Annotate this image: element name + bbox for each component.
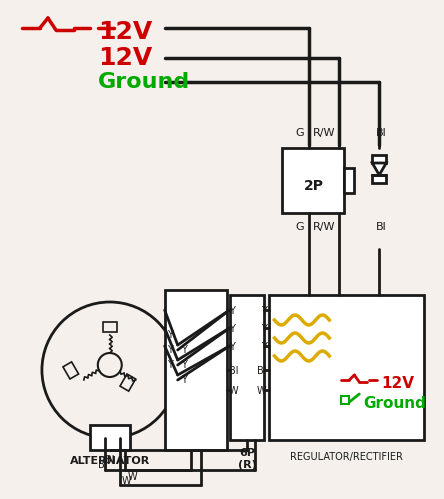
Bar [120, 374, 135, 391]
Text: G: G [295, 222, 304, 232]
Text: Ground: Ground [363, 396, 426, 411]
Text: 12V: 12V [98, 46, 152, 70]
Text: Bl: Bl [376, 128, 387, 138]
Bar [165, 290, 226, 450]
Bar [341, 396, 349, 404]
Text: Ground: Ground [98, 72, 190, 92]
Bar [90, 425, 130, 450]
Bar [230, 295, 265, 440]
Polygon shape [372, 163, 386, 175]
Bar [63, 362, 79, 379]
Text: 2P: 2P [303, 179, 323, 193]
Text: W: W [122, 476, 131, 486]
Bar [270, 295, 424, 440]
Text: R/W: R/W [313, 222, 336, 232]
Text: W: W [128, 472, 137, 482]
Text: Y: Y [181, 345, 186, 355]
Text: Y: Y [181, 360, 186, 370]
Text: Y: Y [261, 342, 266, 352]
Circle shape [42, 302, 178, 438]
Text: Bl: Bl [257, 366, 266, 376]
Text: Y: Y [181, 375, 186, 385]
Text: Y: Y [167, 345, 173, 355]
Text: Y: Y [261, 324, 266, 334]
Text: 12V: 12V [98, 20, 152, 44]
Text: Y: Y [167, 360, 173, 370]
Text: Y: Y [229, 324, 234, 334]
Text: Y: Y [229, 306, 234, 316]
Text: Y: Y [261, 306, 266, 316]
Bar [282, 148, 344, 213]
Bar [372, 175, 386, 183]
Text: Y: Y [167, 330, 173, 340]
Circle shape [98, 353, 122, 377]
Text: 6P
(R): 6P (R) [238, 448, 256, 470]
Text: G: G [295, 128, 304, 138]
Text: ALTERNATOR: ALTERNATOR [70, 456, 150, 466]
Text: Bl: Bl [98, 460, 107, 470]
Text: REGULATOR/RECTIFIER: REGULATOR/RECTIFIER [290, 452, 403, 462]
Bar [372, 155, 386, 163]
Text: W: W [229, 386, 238, 396]
Text: Bl: Bl [229, 366, 238, 376]
Text: Y: Y [229, 342, 234, 352]
Text: R/W: R/W [313, 128, 336, 138]
Text: W: W [257, 386, 266, 396]
Bar [344, 168, 354, 193]
Text: 12V: 12V [381, 376, 414, 391]
Text: Bl: Bl [376, 222, 387, 232]
Bar [103, 322, 117, 332]
Text: Bl: Bl [105, 455, 114, 465]
